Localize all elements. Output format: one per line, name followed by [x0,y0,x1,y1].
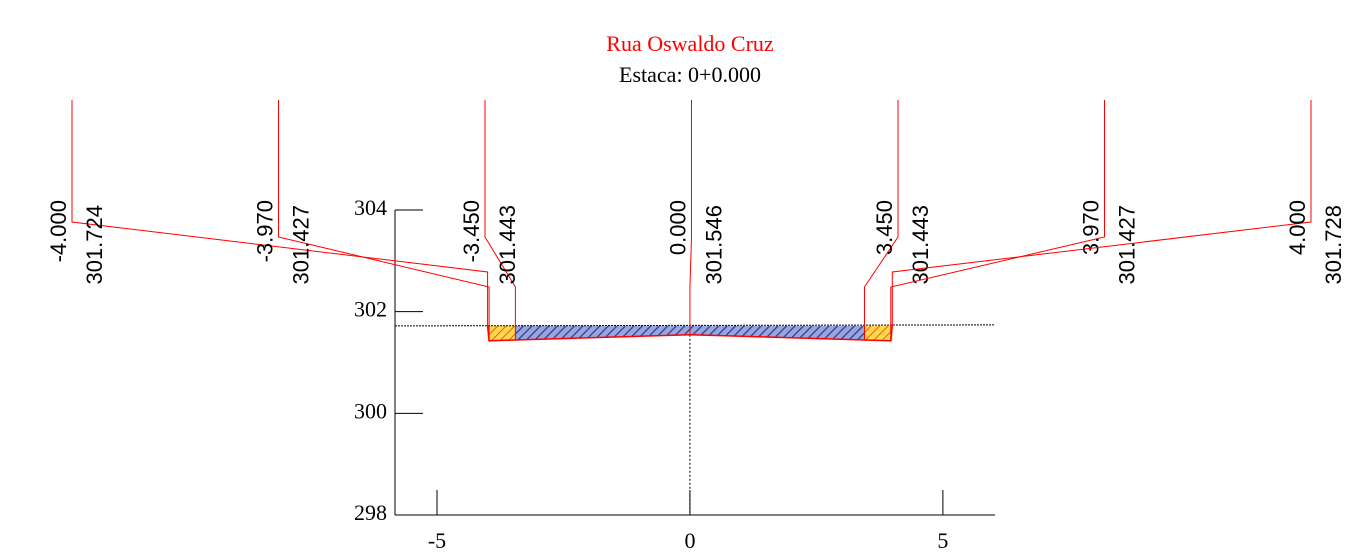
x-tick-label: 5 [937,528,948,553]
elevation-label: 301.427 [288,205,313,285]
ground-line [394,324,996,327]
x-tick-label: 0 [684,528,695,553]
x-tick-label: -5 [428,528,446,553]
leader-line [278,100,490,341]
offset-label: -3.450 [459,200,484,262]
elevation-label: 301.724 [82,205,107,285]
y-tick-label: 304 [354,195,387,220]
curb [487,325,516,341]
leader-line [890,100,1105,341]
elevation-label: 301.443 [908,205,933,285]
chart-subtitle: Estaca: 0+0.000 [619,62,761,87]
y-tick-label: 302 [354,297,387,322]
leader-line [484,100,516,340]
leader-line [71,100,489,326]
offset-label: 3.450 [872,200,897,255]
y-tick-label: 300 [354,398,387,423]
leader-line [891,100,1312,326]
offset-label: 4.000 [1285,200,1310,255]
offset-label: 0.000 [665,200,690,255]
offset-label: -4.000 [46,200,71,262]
y-tick-label: 298 [354,500,387,525]
elevation-label: 301.546 [701,205,726,285]
offset-label: -3.970 [252,200,277,262]
elevation-label: 301.728 [1321,205,1346,285]
elevation-label: 301.443 [495,205,520,285]
leader-line [689,100,692,335]
curb [864,325,893,341]
offset-label: 3.970 [1078,200,1103,255]
chart-title: Rua Oswaldo Cruz [606,31,774,56]
leader-line [863,100,899,340]
